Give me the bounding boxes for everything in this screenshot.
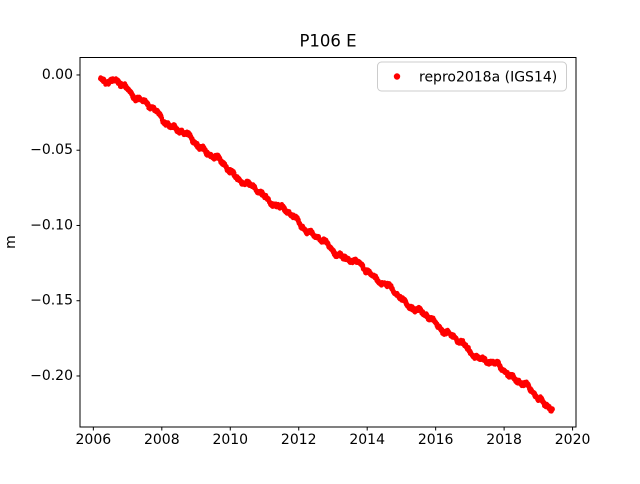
legend: repro2018a (IGS14): [377, 61, 567, 92]
x-axis-ticks: 2006 2008 2010 2012 2014 2016 2018 2020: [76, 427, 591, 448]
y-tick-label: −0.15: [30, 293, 73, 309]
x-tick-label: 2012: [281, 432, 317, 448]
x-tick-label: 2016: [418, 432, 454, 448]
chart-title: P106 E: [299, 32, 356, 51]
y-tick-label: 0.00: [42, 67, 73, 83]
legend-label: repro2018a (IGS14): [419, 70, 557, 86]
scatter-series: [98, 75, 555, 414]
y-axis-ticks: 0.00 −0.05 −0.10 −0.15 −0.20: [30, 67, 80, 384]
x-tick-label: 2018: [486, 432, 522, 448]
legend-frame: [377, 61, 567, 92]
x-tick-label: 2006: [76, 432, 112, 448]
y-tick-label: −0.05: [30, 142, 73, 158]
y-tick-label: −0.20: [30, 368, 73, 384]
x-tick-label: 2010: [212, 432, 248, 448]
axes-frame: [79, 57, 577, 428]
x-tick-label: 2020: [555, 432, 591, 448]
x-tick-label: 2008: [144, 432, 180, 448]
data-point: [550, 407, 555, 412]
legend-marker-icon: [393, 73, 401, 80]
x-tick-label: 2014: [349, 432, 385, 448]
y-tick-label: −0.10: [30, 217, 73, 233]
y-axis-label: m: [3, 235, 19, 249]
